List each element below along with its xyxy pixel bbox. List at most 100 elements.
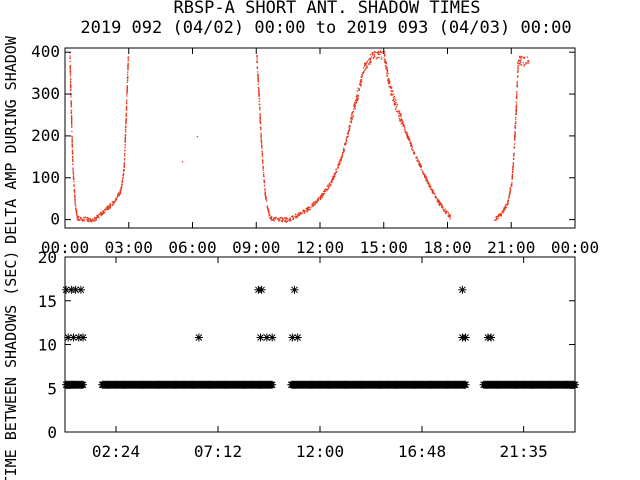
delta-amp-point [269, 213, 271, 216]
delta-amp-point [282, 218, 284, 221]
delta-amp-point [432, 191, 434, 193]
delta-amp-point [268, 211, 270, 214]
time-between-x-axis: 02:24 07:12 12:00 16:48 21:35 [92, 257, 548, 461]
delta-amp-point [356, 99, 359, 102]
delta-amp-point [511, 184, 513, 187]
delta-amp-point [355, 95, 358, 98]
delta-amp-point [388, 81, 390, 83]
delta-amp-point [113, 201, 116, 203]
delta-amp-x-tick-label: 00:00 [551, 238, 599, 257]
time-between-point [76, 285, 85, 294]
delta-amp-point [70, 86, 72, 88]
delta-amp-point [504, 207, 506, 209]
delta-amp-point [516, 93, 518, 95]
delta-amp-point [342, 151, 344, 154]
delta-amp-point [71, 146, 73, 148]
delta-amp-point [258, 100, 261, 102]
delta-amp-point [343, 148, 345, 151]
delta-amp-point [333, 176, 335, 179]
delta-amp-point [90, 219, 92, 221]
delta-amp-point [427, 180, 429, 183]
delta-amp-point [118, 193, 121, 195]
delta-amp-point [296, 213, 298, 216]
delta-amp-point [316, 200, 318, 203]
delta-amp-point [71, 140, 73, 142]
delta-amp-point [515, 107, 517, 110]
delta-amp-point [520, 64, 523, 66]
delta-amp-point [517, 65, 519, 67]
delta-amp-point [444, 210, 446, 213]
delta-amp-point [390, 87, 393, 89]
delta-amp-point [514, 134, 516, 136]
delta-amp-point [326, 190, 328, 192]
delta-amp-point [265, 197, 267, 199]
delta-amp-point [511, 176, 513, 178]
delta-amp-point [383, 58, 386, 61]
delta-amp-point [258, 88, 260, 90]
delta-amp-point [388, 81, 391, 84]
delta-amp-point [386, 70, 389, 72]
delta-amp-point [317, 197, 320, 199]
delta-amp-point [526, 56, 529, 58]
delta-amp-point [105, 207, 107, 209]
delta-amp-point [417, 160, 419, 162]
delta-amp-point [395, 110, 398, 112]
delta-amp-point [516, 83, 518, 85]
delta-amp-point [514, 137, 516, 139]
delta-amp-point [307, 209, 309, 211]
time-between-x-tick-label: 21:35 [500, 442, 548, 461]
delta-amp-point [371, 56, 373, 58]
delta-amp-point [298, 213, 301, 215]
delta-amp-point [123, 169, 125, 171]
delta-amp-point [512, 164, 514, 166]
delta-amp-point [405, 131, 407, 133]
delta-amp-point [123, 170, 125, 172]
delta-amp-point [257, 74, 259, 76]
delta-amp-point [125, 128, 127, 131]
delta-amp-point [109, 204, 112, 206]
delta-amp-x-tick-label: 21:00 [487, 238, 535, 257]
time-between-shadows-panel: 02:24 07:12 12:00 16:48 21:35 0 5 10 15 20 TIME … [2, 248, 579, 480]
delta-amp-point [505, 206, 507, 209]
time-between-point [571, 380, 579, 389]
delta-amp-point [279, 217, 281, 220]
delta-amp-point [396, 103, 399, 106]
delta-amp-point [107, 207, 109, 209]
delta-amp-point [118, 194, 120, 196]
delta-amp-point [73, 188, 76, 191]
delta-amp-point [123, 155, 126, 157]
delta-amp-point [387, 72, 389, 75]
delta-amp-point [515, 101, 517, 103]
delta-amp-point [111, 201, 114, 203]
delta-amp-point [515, 112, 517, 115]
delta-amp-point [425, 179, 427, 181]
delta-amp-point [125, 115, 128, 117]
delta-amp-point [422, 171, 424, 174]
delta-amp-point [365, 67, 367, 70]
delta-amp-point [386, 72, 388, 74]
delta-amp-point [71, 117, 73, 119]
delta-amp-point [345, 140, 348, 142]
delta-amp-point [440, 203, 442, 205]
delta-amp-point [447, 211, 449, 213]
delta-amp-point [260, 135, 262, 137]
delta-amp-point [317, 199, 319, 202]
delta-amp-point [268, 210, 270, 212]
delta-amp-point [515, 103, 518, 105]
delta-amp-point [306, 210, 308, 212]
time-between-point [62, 285, 71, 294]
delta-amp-point [121, 184, 123, 186]
delta-amp-point [510, 184, 512, 186]
delta-amp-point [106, 208, 108, 210]
delta-amp-point [358, 83, 361, 86]
delta-amp-point [398, 115, 400, 118]
delta-amp-point [513, 155, 515, 157]
delta-amp-point [513, 152, 515, 154]
delta-amp-point [123, 158, 126, 160]
delta-amp-point [297, 214, 299, 217]
delta-amp-point [181, 161, 184, 163]
delta-amp-point [513, 147, 515, 149]
delta-amp-point [119, 190, 121, 192]
delta-amp-point [311, 206, 313, 208]
delta-amp-point [527, 62, 530, 64]
